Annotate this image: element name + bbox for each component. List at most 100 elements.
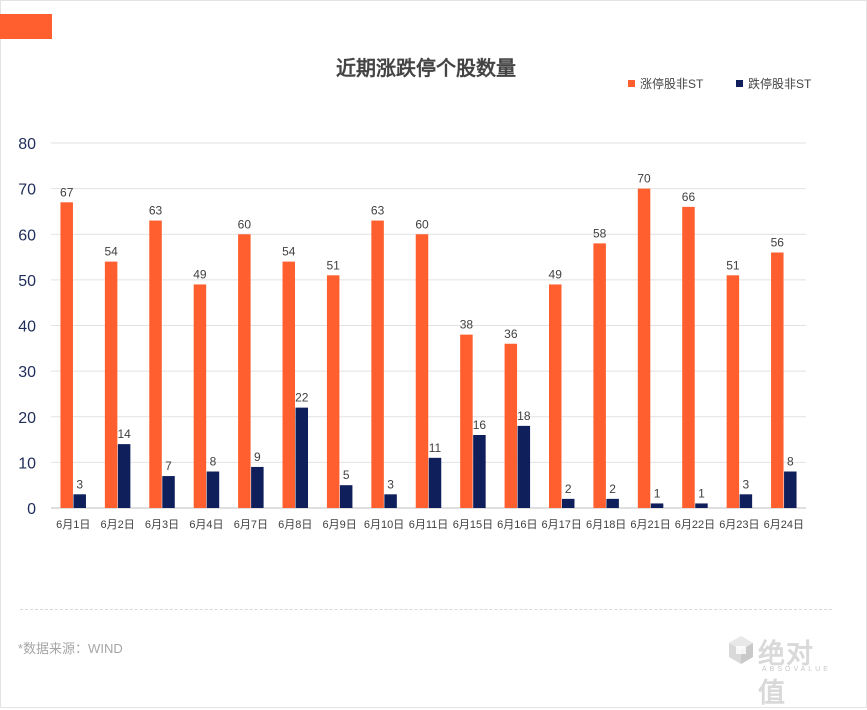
bar-limit-up bbox=[238, 234, 251, 508]
bar-limit-up bbox=[149, 220, 162, 508]
legend-item-limit-down: 跌停股非ST bbox=[736, 75, 811, 92]
bar-limit-down bbox=[517, 425, 531, 508]
bar-limit-up bbox=[637, 188, 651, 508]
bar-limit-down bbox=[117, 444, 131, 508]
data-label-limit-up: 49 bbox=[549, 267, 563, 281]
x-tick-label: 6月18日 bbox=[586, 519, 626, 531]
x-tick-label: 6月21日 bbox=[630, 519, 670, 531]
legend-label-limit-down: 跌停股非ST bbox=[748, 77, 812, 91]
data-label-limit-up: 38 bbox=[460, 318, 474, 332]
footer-divider bbox=[20, 609, 832, 610]
bar-limit-up bbox=[371, 220, 384, 508]
bar-limit-down bbox=[384, 494, 397, 508]
bar-limit-up bbox=[682, 206, 695, 508]
bar-limit-down bbox=[206, 471, 220, 508]
x-tick-label: 6月3日 bbox=[145, 519, 179, 531]
y-tick-label: 80 bbox=[18, 136, 36, 153]
data-label-limit-down: 3 bbox=[743, 477, 750, 491]
data-label-limit-up: 60 bbox=[415, 217, 429, 231]
absovalue-cube-icon bbox=[729, 636, 753, 664]
bar-limit-down bbox=[428, 457, 442, 508]
data-label-limit-down: 2 bbox=[565, 482, 572, 496]
data-label-limit-down: 14 bbox=[117, 427, 131, 441]
data-label-limit-down: 7 bbox=[165, 459, 172, 473]
y-tick-label: 30 bbox=[18, 364, 36, 381]
bar-limit-down bbox=[73, 494, 86, 508]
bar-limit-down bbox=[162, 476, 175, 508]
x-tick-label: 6月16日 bbox=[497, 519, 537, 531]
bar-limit-up bbox=[326, 275, 340, 508]
data-label-limit-up: 63 bbox=[371, 204, 385, 218]
bar-limit-up bbox=[548, 284, 562, 508]
bar-limit-up bbox=[460, 334, 473, 508]
x-tick-label: 6月8日 bbox=[278, 519, 312, 531]
logo-subtext: ABSOVALUE bbox=[762, 666, 831, 673]
data-label-limit-up: 67 bbox=[60, 185, 74, 199]
legend-label-limit-up: 涨停股非ST bbox=[640, 77, 704, 91]
data-label-limit-down: 18 bbox=[517, 409, 531, 423]
x-tick-label: 6月2日 bbox=[100, 519, 134, 531]
y-tick-label: 60 bbox=[18, 227, 36, 244]
y-tick-label: 50 bbox=[18, 273, 36, 290]
data-label-limit-up: 66 bbox=[682, 190, 696, 204]
data-label-limit-down: 22 bbox=[295, 391, 309, 405]
logo-text: 绝对值 bbox=[758, 639, 814, 708]
legend-item-limit-up: 涨停股非ST bbox=[628, 75, 703, 92]
data-label-limit-down: 9 bbox=[254, 450, 261, 464]
x-tick-label: 6月9日 bbox=[323, 519, 357, 531]
bar-limit-up bbox=[415, 234, 429, 508]
x-tick-label: 6月4日 bbox=[189, 519, 223, 531]
chart-title: 近期涨跌停个股数量 bbox=[336, 58, 516, 80]
data-label-limit-up: 54 bbox=[104, 245, 118, 259]
data-label-limit-down: 8 bbox=[210, 455, 217, 469]
x-tick-label: 6月17日 bbox=[542, 519, 582, 531]
data-label-limit-up: 51 bbox=[726, 258, 740, 272]
legend-swatch-limit-down bbox=[736, 80, 743, 88]
y-tick-label: 70 bbox=[18, 182, 36, 199]
x-tick-label: 6月1日 bbox=[56, 519, 90, 531]
bar-limit-down bbox=[606, 498, 619, 508]
bar-limit-down bbox=[561, 498, 575, 508]
data-source-note: *数据来源：WIND bbox=[18, 641, 123, 656]
bar-limit-up bbox=[504, 343, 518, 508]
data-label-limit-up: 54 bbox=[282, 245, 296, 259]
bar-limit-up bbox=[60, 202, 73, 508]
data-label-limit-up: 56 bbox=[771, 236, 785, 250]
bar-limit-up bbox=[726, 275, 740, 508]
data-label-limit-down: 3 bbox=[76, 477, 83, 491]
legend-swatch-limit-up bbox=[628, 80, 635, 88]
bar-limit-down bbox=[650, 503, 664, 508]
bar-limit-down bbox=[251, 466, 264, 508]
data-label-limit-down: 16 bbox=[473, 418, 487, 432]
data-label-limit-down: 5 bbox=[343, 468, 350, 482]
y-tick-label: 20 bbox=[18, 410, 36, 427]
bar-limit-down bbox=[295, 407, 309, 508]
x-tick-label: 6月7日 bbox=[234, 519, 268, 531]
header-accent-bar bbox=[0, 14, 52, 39]
bar-limit-up bbox=[282, 261, 296, 508]
data-label-limit-down: 1 bbox=[698, 486, 705, 500]
x-tick-label: 6月24日 bbox=[764, 519, 804, 531]
brand-logo: 绝对值 ABSOVALUE bbox=[728, 632, 838, 708]
data-label-limit-down: 3 bbox=[387, 477, 394, 491]
bar-limit-down bbox=[473, 435, 486, 508]
y-tick-label: 40 bbox=[18, 319, 36, 336]
x-tick-label: 6月23日 bbox=[719, 519, 759, 531]
y-tick-label: 0 bbox=[27, 501, 36, 518]
x-tick-label: 6月15日 bbox=[453, 519, 493, 531]
bar-limit-down bbox=[339, 485, 353, 508]
bar-limit-down bbox=[739, 494, 753, 508]
data-label-limit-down: 1 bbox=[654, 486, 661, 500]
bar-limit-up bbox=[193, 284, 207, 508]
bar-limit-up bbox=[593, 243, 606, 508]
data-label-limit-up: 60 bbox=[238, 217, 252, 231]
bar-limit-down bbox=[784, 471, 797, 508]
bar-limit-up bbox=[104, 261, 118, 508]
data-label-limit-up: 58 bbox=[593, 226, 607, 240]
bar-limit-down bbox=[695, 503, 708, 508]
bar-limit-up bbox=[771, 252, 784, 508]
data-label-limit-down: 8 bbox=[787, 455, 794, 469]
y-tick-label: 10 bbox=[18, 455, 36, 472]
x-tick-label: 6月11日 bbox=[409, 519, 449, 531]
